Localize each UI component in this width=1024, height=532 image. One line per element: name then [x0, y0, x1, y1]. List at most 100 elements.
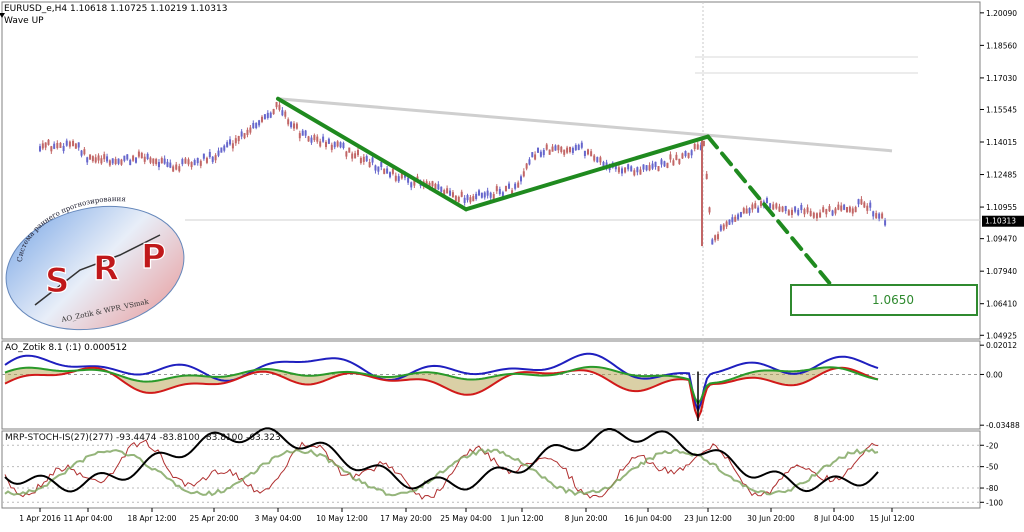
candle-body — [327, 138, 330, 144]
candle-body — [843, 204, 846, 210]
candle-body — [301, 130, 304, 136]
candle-body — [648, 165, 651, 171]
candle-body — [739, 212, 742, 218]
candle-body — [577, 144, 580, 150]
candle-body — [731, 217, 734, 223]
candle-body — [627, 164, 630, 170]
candle-body — [711, 239, 714, 245]
candle-body — [875, 213, 878, 219]
price-tick-label: 1.10955 — [986, 203, 1017, 212]
candle-body — [651, 163, 654, 169]
candle-body — [365, 156, 368, 162]
candle-body — [53, 143, 56, 149]
candle-body — [307, 136, 310, 142]
collapse-arrow-icon[interactable] — [0, 5, 7, 24]
candle-body — [860, 199, 863, 205]
candle-body — [593, 155, 596, 161]
candle-body — [511, 190, 514, 196]
target-label: 1.0650 — [872, 293, 914, 307]
candle-body — [446, 188, 449, 194]
candle-body — [137, 151, 140, 157]
candle-body — [734, 216, 737, 222]
candle-body — [486, 190, 489, 196]
candle-body — [645, 165, 648, 171]
candle-body — [205, 157, 208, 163]
candle-body — [269, 112, 272, 118]
candle-body — [554, 145, 557, 151]
candle-body — [56, 142, 59, 149]
candle-body — [178, 166, 181, 172]
candle-body — [80, 150, 83, 156]
ao-tick-label: -0.03488 — [986, 421, 1020, 430]
candle-body — [781, 206, 784, 212]
candle-body — [149, 157, 152, 163]
ao-red-line — [4, 366, 879, 421]
candle-body — [97, 155, 100, 161]
candle-body — [72, 140, 75, 147]
candle-body — [428, 182, 431, 188]
candle-body — [657, 166, 660, 172]
candle-body — [39, 146, 41, 152]
candle-body — [397, 176, 400, 182]
candle-body — [669, 154, 672, 160]
candle-body — [108, 160, 111, 166]
candle-body — [172, 166, 175, 172]
stoch-tick-label: -20 — [986, 441, 998, 450]
candle-body — [129, 159, 132, 166]
candle-body — [325, 141, 327, 148]
candle-body — [863, 202, 866, 208]
candle-body — [717, 234, 720, 240]
candle-body — [587, 149, 590, 155]
candle-body — [163, 158, 166, 164]
candle-body — [258, 120, 261, 126]
candle-body — [400, 173, 403, 179]
candle-body — [389, 172, 391, 178]
candle-body — [696, 144, 699, 150]
time-tick-label: 8 Jul 04:00 — [814, 514, 854, 523]
candle-body — [566, 147, 569, 153]
candle-body — [725, 221, 728, 227]
candle-body — [357, 150, 359, 156]
candle-body — [211, 156, 214, 162]
candle-body — [187, 159, 190, 165]
candle-body — [672, 160, 675, 166]
candle-body — [684, 151, 687, 157]
price-tick-label: 1.15545 — [986, 105, 1017, 114]
candle-body — [351, 153, 354, 159]
candle-body — [472, 196, 475, 202]
candle-body — [742, 208, 745, 214]
wave-segment — [276, 96, 468, 212]
wave-forecast-line — [706, 134, 847, 304]
candle-body — [728, 219, 731, 225]
candle-body — [263, 114, 266, 120]
candle-body — [690, 150, 693, 156]
stoch-tick-label: -100 — [986, 498, 1003, 507]
candle-body — [394, 175, 397, 181]
candle-body — [837, 204, 840, 210]
logo-arrow — [34, 234, 161, 306]
candle-body — [362, 156, 365, 162]
stoch-tick-label: -50 — [986, 463, 998, 472]
ao-tick-label: 0.02012 — [986, 341, 1017, 350]
candle-body — [77, 142, 80, 148]
candle-body — [89, 154, 92, 160]
candle-body — [542, 149, 545, 156]
candle-body — [501, 192, 504, 198]
candle-body — [316, 136, 319, 142]
candle-body — [828, 206, 831, 212]
candle-body — [231, 143, 234, 149]
candle-body — [869, 202, 872, 208]
candle-body — [184, 158, 187, 164]
logo-letter: P — [141, 237, 166, 277]
candle-body — [702, 140, 705, 147]
candle-body — [630, 166, 633, 172]
candle-body — [534, 154, 537, 160]
price-tick-label: 1.04925 — [986, 331, 1017, 340]
candle-body — [132, 155, 135, 161]
candle-body — [666, 162, 669, 168]
candle-body — [522, 171, 525, 177]
candle-body — [483, 192, 486, 198]
candle-body — [413, 180, 416, 186]
